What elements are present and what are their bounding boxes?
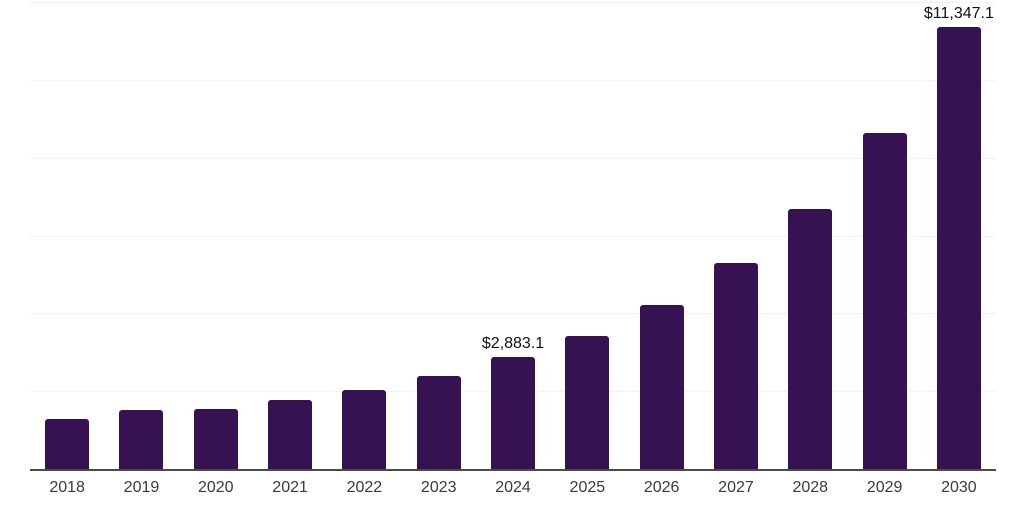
- bar-2022[interactable]: [342, 390, 387, 469]
- bar-2019[interactable]: [119, 410, 164, 469]
- bar-2028[interactable]: [788, 209, 833, 469]
- bar-column-2028: [773, 2, 847, 469]
- bar-column-2026: [625, 2, 699, 469]
- x-tick-2029: 2029: [866, 479, 903, 496]
- x-tick-2023: 2023: [420, 479, 457, 496]
- x-tick-2024: 2024: [495, 479, 531, 496]
- gridline-6000: [30, 235, 996, 237]
- x-tick-2026: 2026: [643, 479, 680, 496]
- bar-column-2030: $11,347.1: [922, 2, 996, 469]
- gridline-4000: [30, 313, 996, 315]
- data-label-2030: $11,347.1: [923, 5, 994, 23]
- bar-2025[interactable]: [565, 335, 610, 469]
- bar-column-2027: [699, 2, 773, 469]
- bar-2018[interactable]: [45, 419, 90, 469]
- bar-2026[interactable]: [639, 304, 684, 469]
- bar-column-2019: [104, 2, 178, 469]
- x-tick-2021: 2021: [272, 479, 308, 496]
- x-tick-2018: 2018: [49, 479, 85, 496]
- bar-column-2029: [847, 2, 921, 469]
- bar-column-2022: [327, 2, 401, 469]
- x-tick-2030: 2030: [941, 479, 977, 496]
- x-tick-2027: 2027: [718, 479, 754, 496]
- x-tick-2028: 2028: [792, 479, 829, 496]
- bar-column-2024: $2,883.1: [476, 2, 550, 469]
- bar-2023[interactable]: [416, 376, 461, 469]
- data-label-2024: $2,883.1: [481, 334, 545, 352]
- bars-container: $2,883.1 $11,347.1: [30, 2, 996, 469]
- bar-2027[interactable]: [713, 263, 758, 469]
- x-tick-2022: 2022: [346, 479, 383, 496]
- bar-column-2018: [30, 2, 104, 469]
- plot-area: $2,883.1 $11,347.1: [30, 2, 996, 471]
- gridline-12000: [30, 2, 996, 3]
- bar-column-2021: [253, 2, 327, 469]
- bar-column-2025: [550, 2, 624, 469]
- bar-column-2020: [179, 2, 253, 469]
- gridline-10000: [30, 79, 996, 81]
- gridline-8000: [30, 157, 996, 159]
- x-tick-2025: 2025: [569, 479, 606, 496]
- bar-2021[interactable]: [268, 399, 313, 469]
- bar-2024[interactable]: $2,883.1: [482, 335, 544, 469]
- x-axis-labels: 2018 2019 2020 2021 2022 2023 2024 2025 2026 2027…: [30, 479, 996, 497]
- bar-2030[interactable]: $11,347.1: [924, 5, 994, 469]
- bar-2020[interactable]: [193, 408, 238, 469]
- x-tick-2020: 2020: [197, 479, 234, 496]
- x-tick-2019: 2019: [123, 479, 160, 496]
- bar-2029[interactable]: [862, 132, 907, 469]
- bar-column-2023: [402, 2, 476, 469]
